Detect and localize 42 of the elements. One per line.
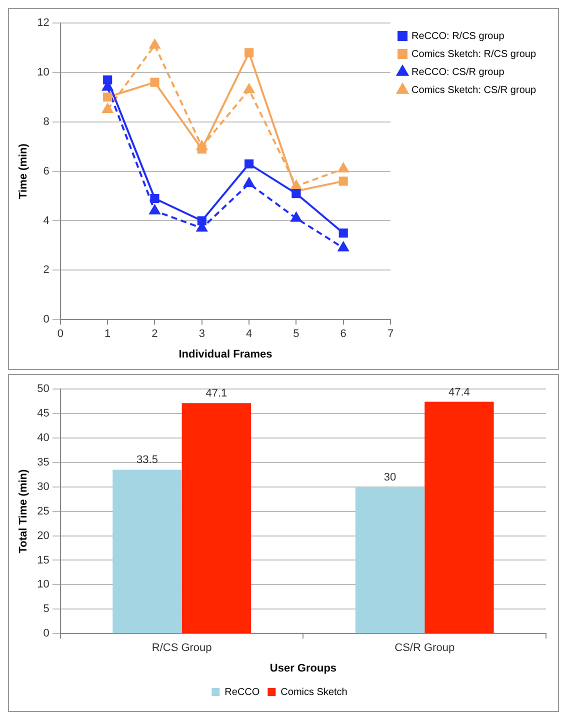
legend-label: ReCCO (224, 686, 260, 698)
x-axis-title: User Groups (270, 662, 337, 674)
x-tick-label: 2 (152, 328, 158, 340)
y-tick-label: 50 (37, 383, 50, 396)
data-label: 30 (384, 471, 396, 484)
x-tick-label: 0 (57, 328, 64, 340)
x-tick-label: 1 (104, 328, 111, 340)
data-label: 47.4 (448, 386, 470, 398)
y-tick-label: 30 (37, 480, 50, 493)
y-tick-label: 4 (43, 214, 50, 227)
y-tick-label: 25 (37, 505, 50, 518)
legend-label: Comics Sketch: CS/R group (412, 84, 536, 96)
y-tick-label: 10 (37, 578, 50, 591)
x-tick-label: CS/R Group (394, 642, 455, 654)
x-tick-label: 3 (198, 328, 205, 340)
legend-label: ReCCO: CS/R group (412, 66, 505, 78)
x-tick-label: 5 (293, 328, 300, 340)
y-tick-label: 10 (37, 66, 50, 78)
legend-label: Comics Sketch (280, 686, 348, 698)
y-tick-label: 0 (43, 628, 50, 640)
y-tick-label: 6 (43, 165, 50, 178)
x-tick-label: 4 (246, 328, 252, 340)
y-tick-label: 40 (37, 432, 50, 444)
y-tick-label: 8 (43, 116, 50, 128)
x-tick-label: 6 (340, 328, 346, 340)
legend-label: ReCCO: R/CS group (412, 30, 505, 42)
x-axis-title: Individual Frames (178, 348, 272, 360)
y-tick-label: 45 (37, 407, 50, 420)
y-tick-label: 20 (37, 530, 50, 542)
y-tick-label: 15 (37, 554, 50, 566)
data-label: 47.1 (206, 388, 228, 400)
y-tick-label: 2 (43, 264, 50, 276)
y-axis-title: Total Time (min) (18, 469, 30, 554)
x-tick-label: R/CS Group (152, 642, 212, 654)
y-axis-title: Time (min) (18, 143, 30, 200)
y-tick-label: 5 (43, 603, 50, 616)
y-tick-label: 12 (37, 17, 50, 30)
data-label: 33.5 (136, 454, 158, 466)
x-tick-label: 7 (387, 328, 394, 340)
y-tick-label: 35 (37, 456, 50, 468)
legend-label: Comics Sketch: R/CS group (412, 48, 536, 60)
y-tick-label: 0 (43, 314, 50, 326)
